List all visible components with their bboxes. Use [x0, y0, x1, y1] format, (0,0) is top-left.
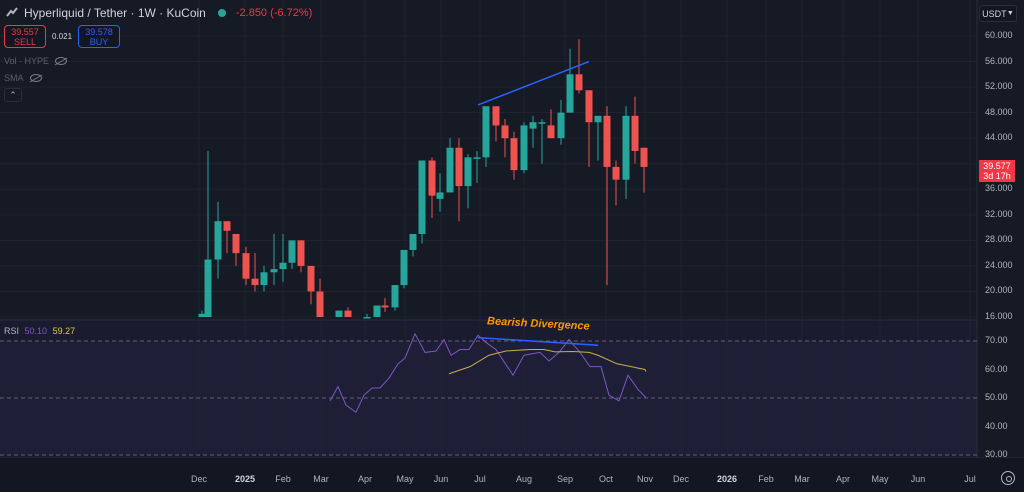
time-tick: Jun [433, 474, 449, 484]
time-tick: Nov [636, 474, 654, 484]
rsi-tick: 50.00 [985, 392, 1008, 402]
indicator-sma-label: SMA [4, 73, 24, 83]
symbol-header: Hyperliquid / Tether · 1W · KuCoin -2.85… [6, 6, 312, 20]
last-price-label: 39.577 3d 17h [979, 160, 1015, 182]
time-tick: Sep [556, 474, 574, 484]
time-tick: Feb [275, 474, 291, 484]
price-tick: 20.000 [985, 285, 1013, 296]
sell-label: SELL [13, 36, 37, 47]
rsi-tick: 60.00 [985, 363, 1008, 374]
trade-buttons: 39.557 SELL 0.021 39.578 BUY [4, 25, 121, 48]
rsi-tick: 40.00 [985, 420, 1008, 431]
time-tick: Oct [598, 474, 614, 484]
market-open-status-icon [217, 9, 226, 17]
rsi-tick: 30.00 [985, 449, 1008, 459]
time-tick: Mar [794, 474, 810, 484]
indicator-sma[interactable]: SMA [4, 73, 42, 83]
collapse-legend-button[interactable]: ⌃ [4, 88, 22, 102]
time-tick: Feb [758, 474, 774, 484]
buy-button[interactable]: 39.578 BUY [78, 25, 121, 48]
price-tick: 44.000 [985, 132, 1013, 143]
price-tick: 24.000 [985, 259, 1013, 270]
chevron-down-icon: ▼ [1006, 10, 1014, 17]
price-tick: 56.000 [985, 55, 1013, 66]
eye-hidden-icon[interactable] [29, 74, 42, 82]
time-tick: Jul [964, 474, 976, 484]
price-tick: 28.000 [985, 234, 1013, 245]
symbol-title[interactable]: Hyperliquid / Tether · 1W · KuCoin [24, 6, 206, 20]
time-tick: Dec [190, 474, 208, 484]
currency-selector[interactable]: USDT ▼ [979, 5, 1017, 22]
hyperliquid-logo-icon [6, 7, 18, 17]
rsi-label: RSI [4, 326, 20, 336]
time-tick: Apr [357, 474, 373, 484]
buy-price: 39.578 [85, 26, 113, 37]
time-tick: Apr [835, 474, 851, 484]
chevron-up-icon: ⌃ [9, 89, 17, 100]
time-tick: 2025 [234, 474, 256, 484]
currency-label: USDT [982, 8, 1007, 19]
price-tick: 48.000 [985, 106, 1013, 117]
spread-value: 0.021 [52, 32, 73, 41]
settings-gear-icon[interactable] [1001, 471, 1015, 485]
price-tick: 16.000 [985, 311, 1013, 321]
eye-hidden-icon[interactable] [55, 57, 68, 65]
time-tick: May [396, 474, 414, 484]
bar-countdown: 3d 17h [983, 171, 1011, 181]
time-tick: May [871, 474, 889, 484]
time-tick: Jun [910, 474, 926, 484]
indicator-volume-label: Vol · HYPE [4, 56, 50, 66]
buy-label: BUY [89, 36, 109, 47]
indicator-volume[interactable]: Vol · HYPE [4, 56, 68, 66]
price-change: -2.850 (-6.72%) [235, 7, 313, 19]
rsi-ma-value: 59.27 [52, 326, 76, 336]
time-tick: Mar [313, 474, 329, 484]
last-price-value: 39.577 [983, 161, 1011, 171]
sell-price: 39.557 [11, 26, 39, 37]
price-tick: 60.000 [985, 30, 1013, 40]
time-tick: Jul [474, 474, 486, 484]
sell-button[interactable]: 39.557 SELL [4, 25, 46, 48]
time-tick: Aug [515, 474, 533, 484]
price-tick: 36.000 [985, 183, 1013, 194]
price-tick: 32.000 [985, 208, 1013, 219]
price-tick: 52.000 [985, 81, 1013, 92]
time-tick: 2026 [716, 474, 738, 484]
rsi-value: 50.10 [24, 326, 48, 336]
rsi-legend[interactable]: RSI 50.10 59.27 [4, 326, 75, 336]
time-tick: Dec [672, 474, 690, 484]
rsi-tick: 70.00 [985, 335, 1008, 345]
